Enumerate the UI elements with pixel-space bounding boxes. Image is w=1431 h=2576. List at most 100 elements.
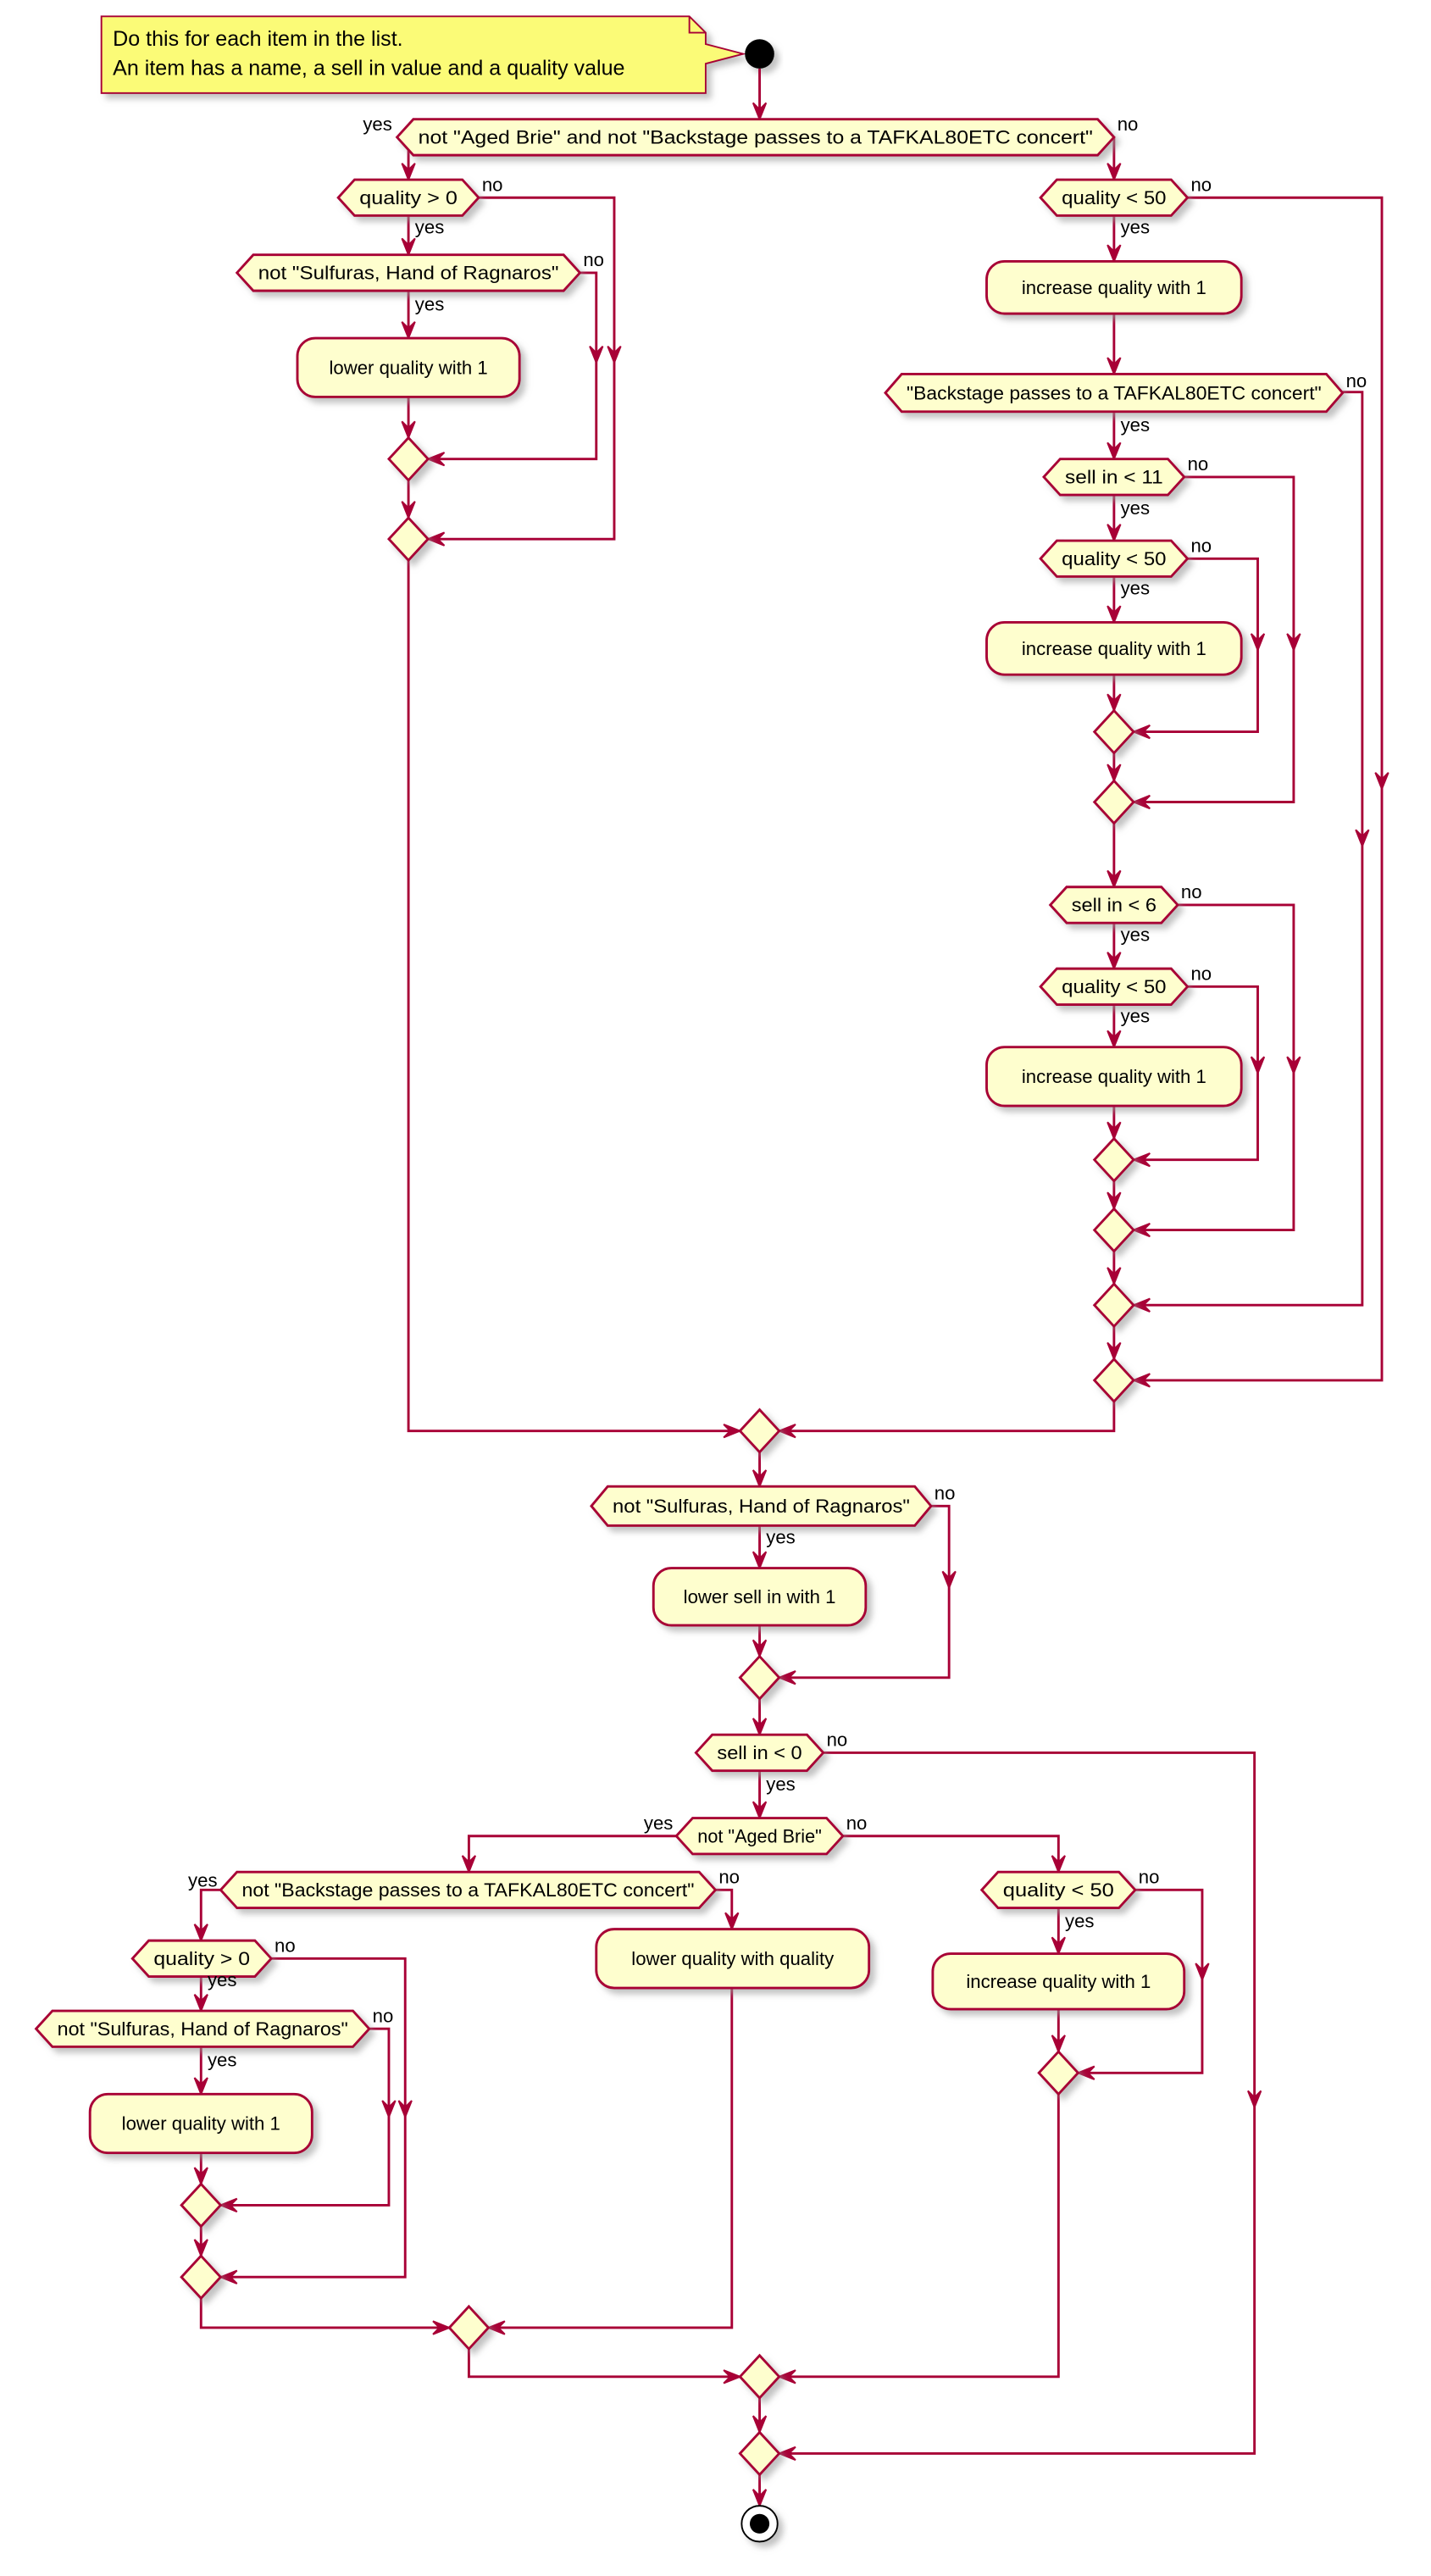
branch-label-no: no [482,175,503,196]
arrowhead [401,501,416,520]
merge-diamond [1092,779,1135,825]
decision-d1: not "Aged Brie" and not "Backstage passe… [395,118,1116,157]
branch-label-yes: yes [1121,578,1150,599]
arrowhead [1195,1963,1210,1982]
decision-text: not "Backstage passes to a TAFKAL80ETC c… [241,1879,694,1901]
flow-edge [752,68,768,122]
flow-edge [193,1976,208,2013]
flow-edge [401,291,416,341]
flow-edge [1131,475,1301,810]
arrowhead [193,1994,208,2013]
flow-edge [715,1888,740,1932]
arrowhead [589,345,604,365]
arrowhead [432,2320,452,2335]
decision-d15: quality > 0 [130,1939,274,1978]
action-b8: lower quality with 1 [88,2092,313,2155]
flow-edge [752,1625,768,1659]
arrowhead [1107,244,1122,264]
arrowhead [723,1424,743,1439]
arrowhead [193,2239,208,2258]
flow-edge [218,2027,397,2213]
merge-diamond [180,2254,223,2301]
action-b1: lower quality with 1 [296,336,521,398]
flow-edge [752,2397,768,2434]
arrowhead [1107,763,1122,784]
branch-label-yes: yes [1065,1911,1094,1932]
flow-edge [1107,675,1122,713]
flow-edge [401,480,416,520]
decision-d10: not "Sulfuras, Hand of Ragnaros" [590,1485,933,1527]
arrowhead [381,2100,397,2119]
flow-edge [1075,1888,1210,2080]
flow-edge [1107,314,1122,377]
action-b5: lower sell in with 1 [652,1567,868,1627]
arrowhead [401,237,416,258]
action-text: increase quality with 1 [1022,1066,1206,1087]
arrowhead [1286,633,1301,652]
arrowhead [1247,2090,1262,2110]
arrowhead [1107,357,1122,377]
flow-edge [425,196,622,547]
decision-d12: not "Aged Brie" [674,1817,845,1856]
branch-label-yes: yes [188,1870,217,1891]
merge-diamond [738,2353,781,2401]
merge-diamond [1092,1282,1135,1329]
arrowhead [401,163,416,182]
arrowhead [1131,1297,1151,1313]
flow-edge [193,2152,208,2186]
decision-text: quality < 50 [1003,1879,1114,1901]
branch-label-no: no [1190,536,1212,557]
arrowhead [1131,1152,1151,1168]
arrowhead [1107,869,1122,890]
action-text: increase quality with 1 [1022,277,1206,298]
decision-text: quality < 50 [1062,548,1166,569]
arrowhead [1131,794,1151,810]
arrowhead [941,1570,957,1591]
branch-label-yes: yes [415,217,444,238]
branch-label-no: no [1190,175,1212,196]
arrowhead [752,1801,768,1821]
branch-label-no: no [583,249,604,270]
merge-diamond [1092,1357,1135,1404]
flow-edge [777,1401,1116,1439]
flow-edge [1107,136,1122,182]
arrowhead [752,1639,768,1659]
decision-d6: sell in < 11 [1042,458,1186,497]
decision-text: not "Aged Brie" and not "Backstage passe… [419,127,1093,148]
arrowhead [1131,724,1151,740]
action-text: increase quality with 1 [966,1971,1151,1992]
arrowhead [777,1670,796,1685]
flow-edge [1107,823,1122,890]
arrowhead [1107,441,1122,462]
flow-edge [407,560,743,1439]
decision-d11: sell in < 0 [694,1733,825,1773]
merge-diamond [738,2430,781,2477]
merge-diamond [386,515,430,563]
decision-d5: "Backstage passes to a TAFKAL80ETC conce… [884,373,1345,414]
flow-edge [461,1835,677,1874]
merge-diamond [1092,1207,1135,1253]
flow-edge [1051,2009,1066,2054]
branch-label-yes: yes [1121,924,1150,945]
arrowhead [1051,2035,1066,2054]
decision-text: not "Aged Brie" [697,1825,822,1846]
flow-edge [1107,1180,1122,1212]
branch-label-yes: yes [1121,497,1150,519]
action-b6: lower quality with quality [595,1928,871,1990]
branch-label-yes: yes [1121,217,1150,238]
flow-edge [1131,557,1266,740]
arrowhead [724,1912,740,1932]
arrowhead [1131,1373,1151,1388]
flow-edge [1107,752,1122,784]
note-line-1: Do this for each item in the list. [113,27,402,51]
merge-diamond [738,1407,781,1454]
arrowhead [397,2100,413,2119]
arrowhead [193,2077,208,2096]
flow-edge [1131,391,1370,1313]
flow-edge [467,2349,743,2384]
branch-label-yes: yes [208,2050,236,2071]
decision-d8: sell in < 6 [1048,886,1179,924]
branch-label-no: no [1346,370,1367,391]
flow-edge [777,1751,1262,2462]
flow-edge [1107,923,1122,971]
